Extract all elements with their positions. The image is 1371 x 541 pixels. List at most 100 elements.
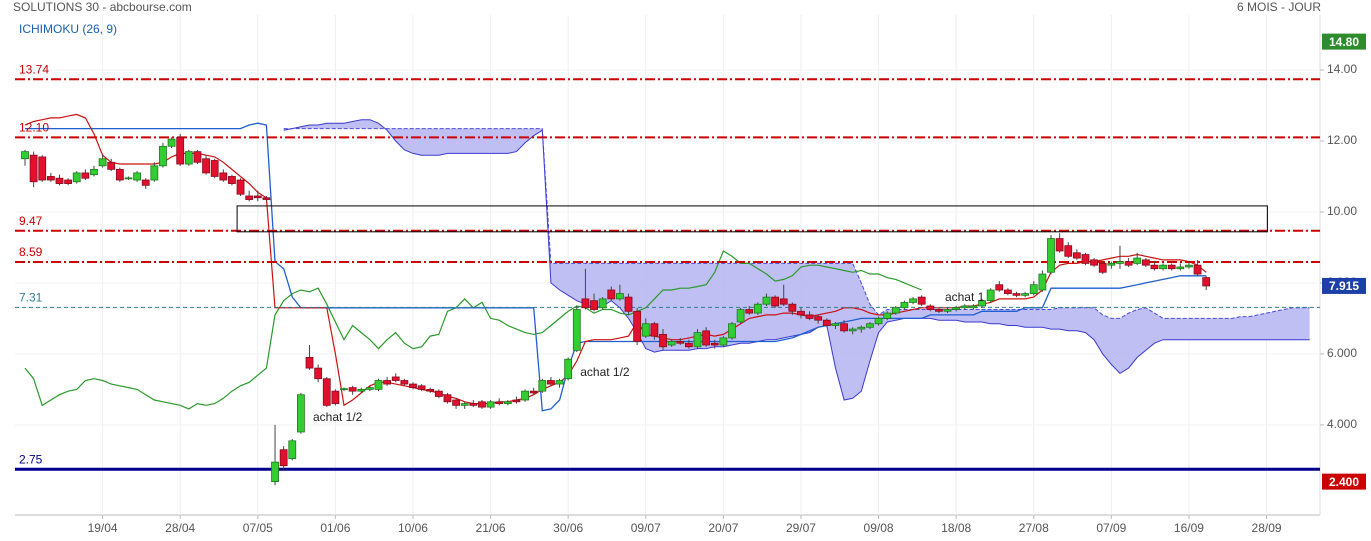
senkou-a-line bbox=[283, 119, 1310, 401]
candle-body bbox=[21, 151, 29, 160]
candle-body bbox=[1038, 273, 1047, 291]
price-flag-label: 7.915 bbox=[1329, 279, 1359, 293]
level-label: 2.75 bbox=[19, 452, 43, 466]
candle-body bbox=[702, 330, 711, 346]
chart-title: SOLUTIONS 30 - abcbourse.com bbox=[13, 0, 192, 14]
candle-body bbox=[831, 323, 840, 326]
candle-body bbox=[98, 158, 107, 167]
candle-body bbox=[581, 298, 590, 309]
candle-body bbox=[417, 385, 426, 390]
candle-body bbox=[184, 151, 193, 165]
candle-body bbox=[745, 309, 754, 314]
candle-body bbox=[693, 332, 702, 348]
candle-body bbox=[874, 318, 883, 325]
candle-body bbox=[736, 309, 745, 323]
candle-body bbox=[814, 316, 823, 321]
candle-body bbox=[891, 307, 900, 314]
x-tick-label: 27/08 bbox=[1019, 521, 1049, 535]
candle-body bbox=[167, 138, 176, 147]
candle-body bbox=[797, 310, 805, 316]
candle-body bbox=[753, 303, 762, 314]
candle-body bbox=[590, 300, 598, 310]
candle-body bbox=[607, 289, 616, 300]
candle-body bbox=[1047, 238, 1055, 273]
candle-body bbox=[917, 296, 926, 305]
level-label: 12.10 bbox=[19, 121, 49, 135]
x-tick-label: 20/07 bbox=[708, 521, 738, 535]
indicator-label: ICHIMOKU (26, 9) bbox=[19, 22, 117, 36]
candle-body bbox=[857, 326, 866, 330]
candle-body bbox=[348, 387, 357, 392]
candle-body bbox=[572, 309, 581, 351]
candle-body bbox=[434, 390, 443, 397]
candle-body bbox=[538, 380, 547, 392]
tenkan-line bbox=[24, 113, 1207, 407]
candle-body bbox=[1116, 261, 1124, 264]
price-flag bbox=[1322, 33, 1366, 50]
candle-body bbox=[840, 323, 848, 332]
candle-body bbox=[495, 401, 504, 404]
candle-body bbox=[969, 305, 978, 309]
candle-body bbox=[486, 401, 495, 408]
candle-body bbox=[38, 156, 47, 181]
x-tick-label: 07/09 bbox=[1096, 521, 1126, 535]
candle-body bbox=[124, 177, 133, 180]
candle-body bbox=[1064, 245, 1073, 257]
candle-body bbox=[779, 298, 788, 305]
candle-body bbox=[1133, 257, 1142, 264]
candle-body bbox=[81, 172, 90, 179]
candle-body bbox=[650, 323, 659, 337]
candle-body bbox=[641, 323, 650, 337]
candle-body bbox=[133, 172, 141, 181]
candle-body bbox=[210, 160, 219, 177]
candle-body bbox=[1124, 261, 1133, 266]
candle-body bbox=[460, 403, 469, 406]
candle-body bbox=[322, 378, 331, 406]
price-flag-label: 2.400 bbox=[1329, 475, 1359, 489]
candle-body bbox=[521, 390, 529, 401]
candle-body bbox=[1081, 254, 1090, 264]
candle-body bbox=[926, 305, 935, 310]
candle-body bbox=[1012, 293, 1021, 296]
level-label: 8.59 bbox=[19, 245, 43, 259]
candle-body bbox=[684, 342, 693, 348]
annotation: achat 1/2 bbox=[580, 365, 630, 379]
candle-body bbox=[340, 388, 348, 391]
candle-body bbox=[245, 195, 254, 200]
x-tick-label: 19/04 bbox=[88, 521, 118, 535]
candle-body bbox=[262, 197, 271, 200]
candle-body bbox=[943, 309, 952, 312]
level-label: 9.47 bbox=[19, 214, 43, 228]
candle-body bbox=[952, 307, 961, 310]
candle-body bbox=[1176, 266, 1185, 270]
candle-body bbox=[305, 357, 314, 369]
candle-body bbox=[771, 296, 780, 307]
y-tick-label: 4.000 bbox=[1327, 417, 1357, 431]
candle-body bbox=[935, 309, 943, 312]
candle-body bbox=[400, 380, 409, 385]
candle-body bbox=[883, 312, 892, 319]
candle-body bbox=[409, 383, 417, 389]
x-tick-label: 10/06 bbox=[398, 521, 428, 535]
candle-body bbox=[1167, 264, 1176, 270]
candle-body bbox=[710, 342, 719, 346]
candle-body bbox=[667, 341, 676, 346]
candle-body bbox=[159, 145, 167, 167]
candle-body bbox=[219, 172, 228, 181]
x-tick-label: 07/05 bbox=[243, 521, 273, 535]
candle-body bbox=[107, 161, 116, 170]
x-tick-label: 09/07 bbox=[631, 521, 661, 535]
senkou-b-line bbox=[283, 128, 1310, 319]
price-flag bbox=[1322, 277, 1366, 294]
candle-body bbox=[331, 390, 340, 404]
y-tick-label: 14.00 bbox=[1327, 62, 1357, 76]
candle-body bbox=[805, 314, 814, 319]
candle-body bbox=[150, 165, 159, 181]
level-label: 7.31 bbox=[19, 291, 43, 305]
x-tick-label: 21/06 bbox=[476, 521, 506, 535]
candle-body bbox=[426, 388, 435, 392]
x-tick-label: 30/06 bbox=[553, 521, 583, 535]
candle-body bbox=[564, 358, 573, 380]
kijun-line bbox=[25, 122, 1207, 412]
